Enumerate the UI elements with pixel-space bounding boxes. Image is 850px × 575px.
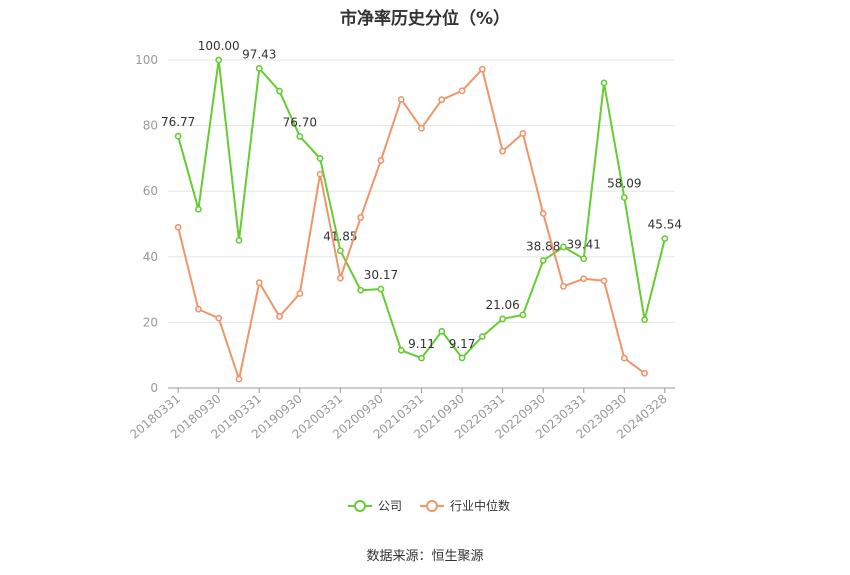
data-label: 97.43 xyxy=(242,47,276,61)
data-label: 21.06 xyxy=(485,298,519,312)
legend-item: 行业中位数 xyxy=(420,498,510,513)
data-label: 38.88 xyxy=(526,239,560,253)
data-point xyxy=(296,133,304,140)
data-point xyxy=(255,65,263,72)
data-point xyxy=(377,285,385,293)
y-tick-label: 100 xyxy=(135,53,158,67)
data-point xyxy=(255,279,263,287)
data-label: 30.17 xyxy=(364,268,398,282)
data-label: 9.11 xyxy=(408,337,435,351)
data-point xyxy=(195,305,202,313)
data-point xyxy=(620,194,628,201)
data-point xyxy=(519,130,527,137)
data-point xyxy=(357,286,365,294)
legend-item: 公司 xyxy=(348,499,402,513)
data-point xyxy=(316,154,324,162)
data-point xyxy=(235,236,243,244)
data-point xyxy=(316,170,324,178)
data-label: 76.77 xyxy=(161,115,195,129)
data-point xyxy=(560,282,567,290)
data-point xyxy=(519,311,527,319)
data-point xyxy=(478,65,486,73)
legend-label: 公司 xyxy=(378,499,402,513)
data-point xyxy=(336,247,344,255)
data-source: 数据来源：恒生聚源 xyxy=(366,549,484,564)
data-label: 100.00 xyxy=(198,39,240,53)
data-point xyxy=(276,87,283,95)
data-label: 76.70 xyxy=(283,115,317,129)
data-point xyxy=(458,87,466,95)
data-point xyxy=(276,313,283,320)
series-line xyxy=(177,59,666,360)
data-point xyxy=(215,56,223,64)
y-tick-label: 20 xyxy=(143,315,158,329)
data-point xyxy=(499,315,507,323)
data-point xyxy=(397,95,405,103)
data-point xyxy=(418,124,425,132)
data-point xyxy=(235,375,243,383)
legend-marker xyxy=(354,500,366,512)
data-point xyxy=(478,333,486,340)
data-point xyxy=(377,156,385,164)
data-point xyxy=(195,205,202,213)
legend-label: 行业中位数 xyxy=(450,498,510,513)
y-tick-label: 60 xyxy=(143,184,158,198)
data-point xyxy=(418,354,425,362)
data-point xyxy=(438,96,446,104)
data-point xyxy=(336,274,344,282)
data-label: 45.54 xyxy=(648,218,682,232)
data-point xyxy=(174,223,182,231)
data-point xyxy=(458,354,466,362)
chart-title: 市净率历史分位（%） xyxy=(339,9,511,29)
data-point xyxy=(539,210,547,217)
legend-marker xyxy=(426,500,438,512)
data-point xyxy=(397,346,405,354)
data-point xyxy=(641,369,648,377)
data-point xyxy=(499,147,507,155)
y-tick-label: 40 xyxy=(143,250,158,264)
data-point xyxy=(539,257,547,264)
y-tick-label: 0 xyxy=(150,381,158,395)
data-point xyxy=(357,214,365,221)
data-label: 39.41 xyxy=(567,238,601,252)
data-point xyxy=(174,132,182,140)
data-point xyxy=(600,79,608,87)
data-point xyxy=(560,243,567,251)
data-point xyxy=(661,235,669,243)
data-point xyxy=(641,316,648,324)
data-point xyxy=(296,290,304,297)
data-point xyxy=(580,275,588,283)
data-point xyxy=(580,255,588,263)
data-point xyxy=(600,277,608,285)
data-label: 9.17 xyxy=(449,337,476,351)
y-tick-label: 80 xyxy=(143,119,158,133)
data-label: 58.09 xyxy=(607,176,641,190)
data-point xyxy=(620,354,628,362)
series-line xyxy=(177,67,646,383)
series-1 xyxy=(174,65,648,383)
data-point xyxy=(438,327,446,335)
data-point xyxy=(215,314,223,322)
